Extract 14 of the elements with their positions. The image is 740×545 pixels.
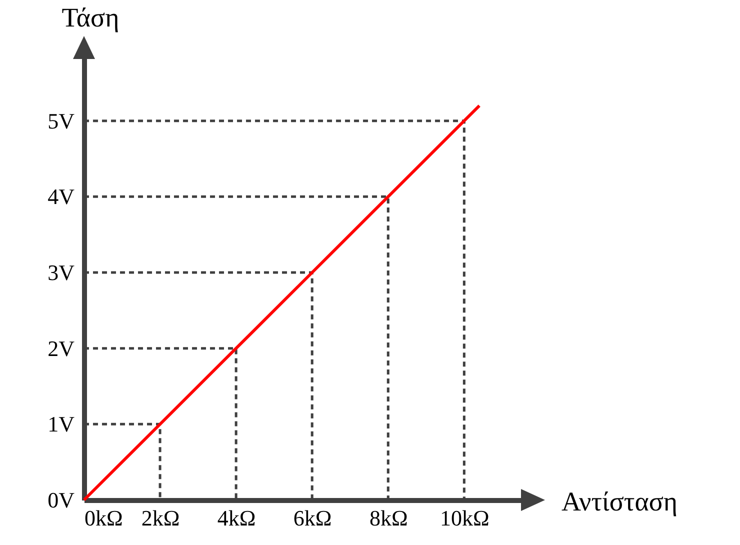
y-tick-label: 4V <box>48 184 75 210</box>
x-tick-label: 6kΩ <box>293 506 332 530</box>
y-tick-label: 5V <box>48 108 75 134</box>
y-axis-title: Τάση <box>62 2 120 32</box>
y-tick-label: 2V <box>48 336 75 361</box>
y-tick-label: 0V <box>48 488 75 512</box>
x-tick-label: 10kΩ <box>440 506 490 530</box>
x-tick-label: 2kΩ <box>141 506 180 530</box>
x-tick-label: 4kΩ <box>217 506 256 530</box>
x-tick-label: 0kΩ <box>84 506 123 530</box>
x-axis-title: Αντίσταση <box>562 486 678 516</box>
y-tick-label: 3V <box>48 260 75 285</box>
x-tick-label: 8kΩ <box>369 506 408 530</box>
y-tick-label: 1V <box>48 412 75 437</box>
